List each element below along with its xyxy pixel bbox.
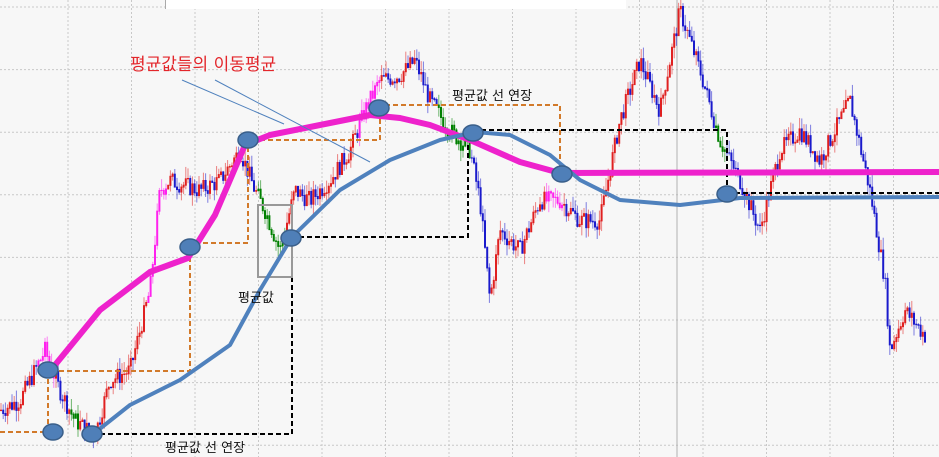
extension-line bbox=[92, 238, 293, 435]
average-point-marker bbox=[368, 99, 390, 117]
average-point-marker bbox=[551, 165, 573, 183]
extension-line bbox=[291, 133, 469, 238]
annotation-average: 평균값 bbox=[238, 291, 274, 306]
average-point-marker bbox=[179, 238, 201, 256]
average-point-marker bbox=[81, 425, 103, 443]
annotation-extend-top: 평균값 선 연장 bbox=[452, 89, 533, 104]
top-info-strip bbox=[165, 0, 626, 9]
average-point-marker bbox=[716, 185, 738, 203]
average-step-line bbox=[0, 104, 561, 433]
extension-line bbox=[473, 129, 728, 193]
annotation-arrow bbox=[181, 79, 285, 125]
average-line bbox=[90, 130, 939, 437]
ma-of-averages-line bbox=[52, 112, 939, 368]
average-point-marker bbox=[42, 423, 64, 441]
average-point-marker bbox=[280, 229, 302, 247]
average-point-marker bbox=[237, 131, 259, 149]
average-point-marker bbox=[37, 361, 59, 379]
average-point-marker bbox=[462, 124, 484, 142]
annotation-extend-bottom: 평균값 선 연장 bbox=[165, 441, 246, 456]
annotation-ma-of-averages: 평균값들의 이동평균 bbox=[130, 55, 277, 75]
annotation-arrow bbox=[214, 79, 371, 163]
